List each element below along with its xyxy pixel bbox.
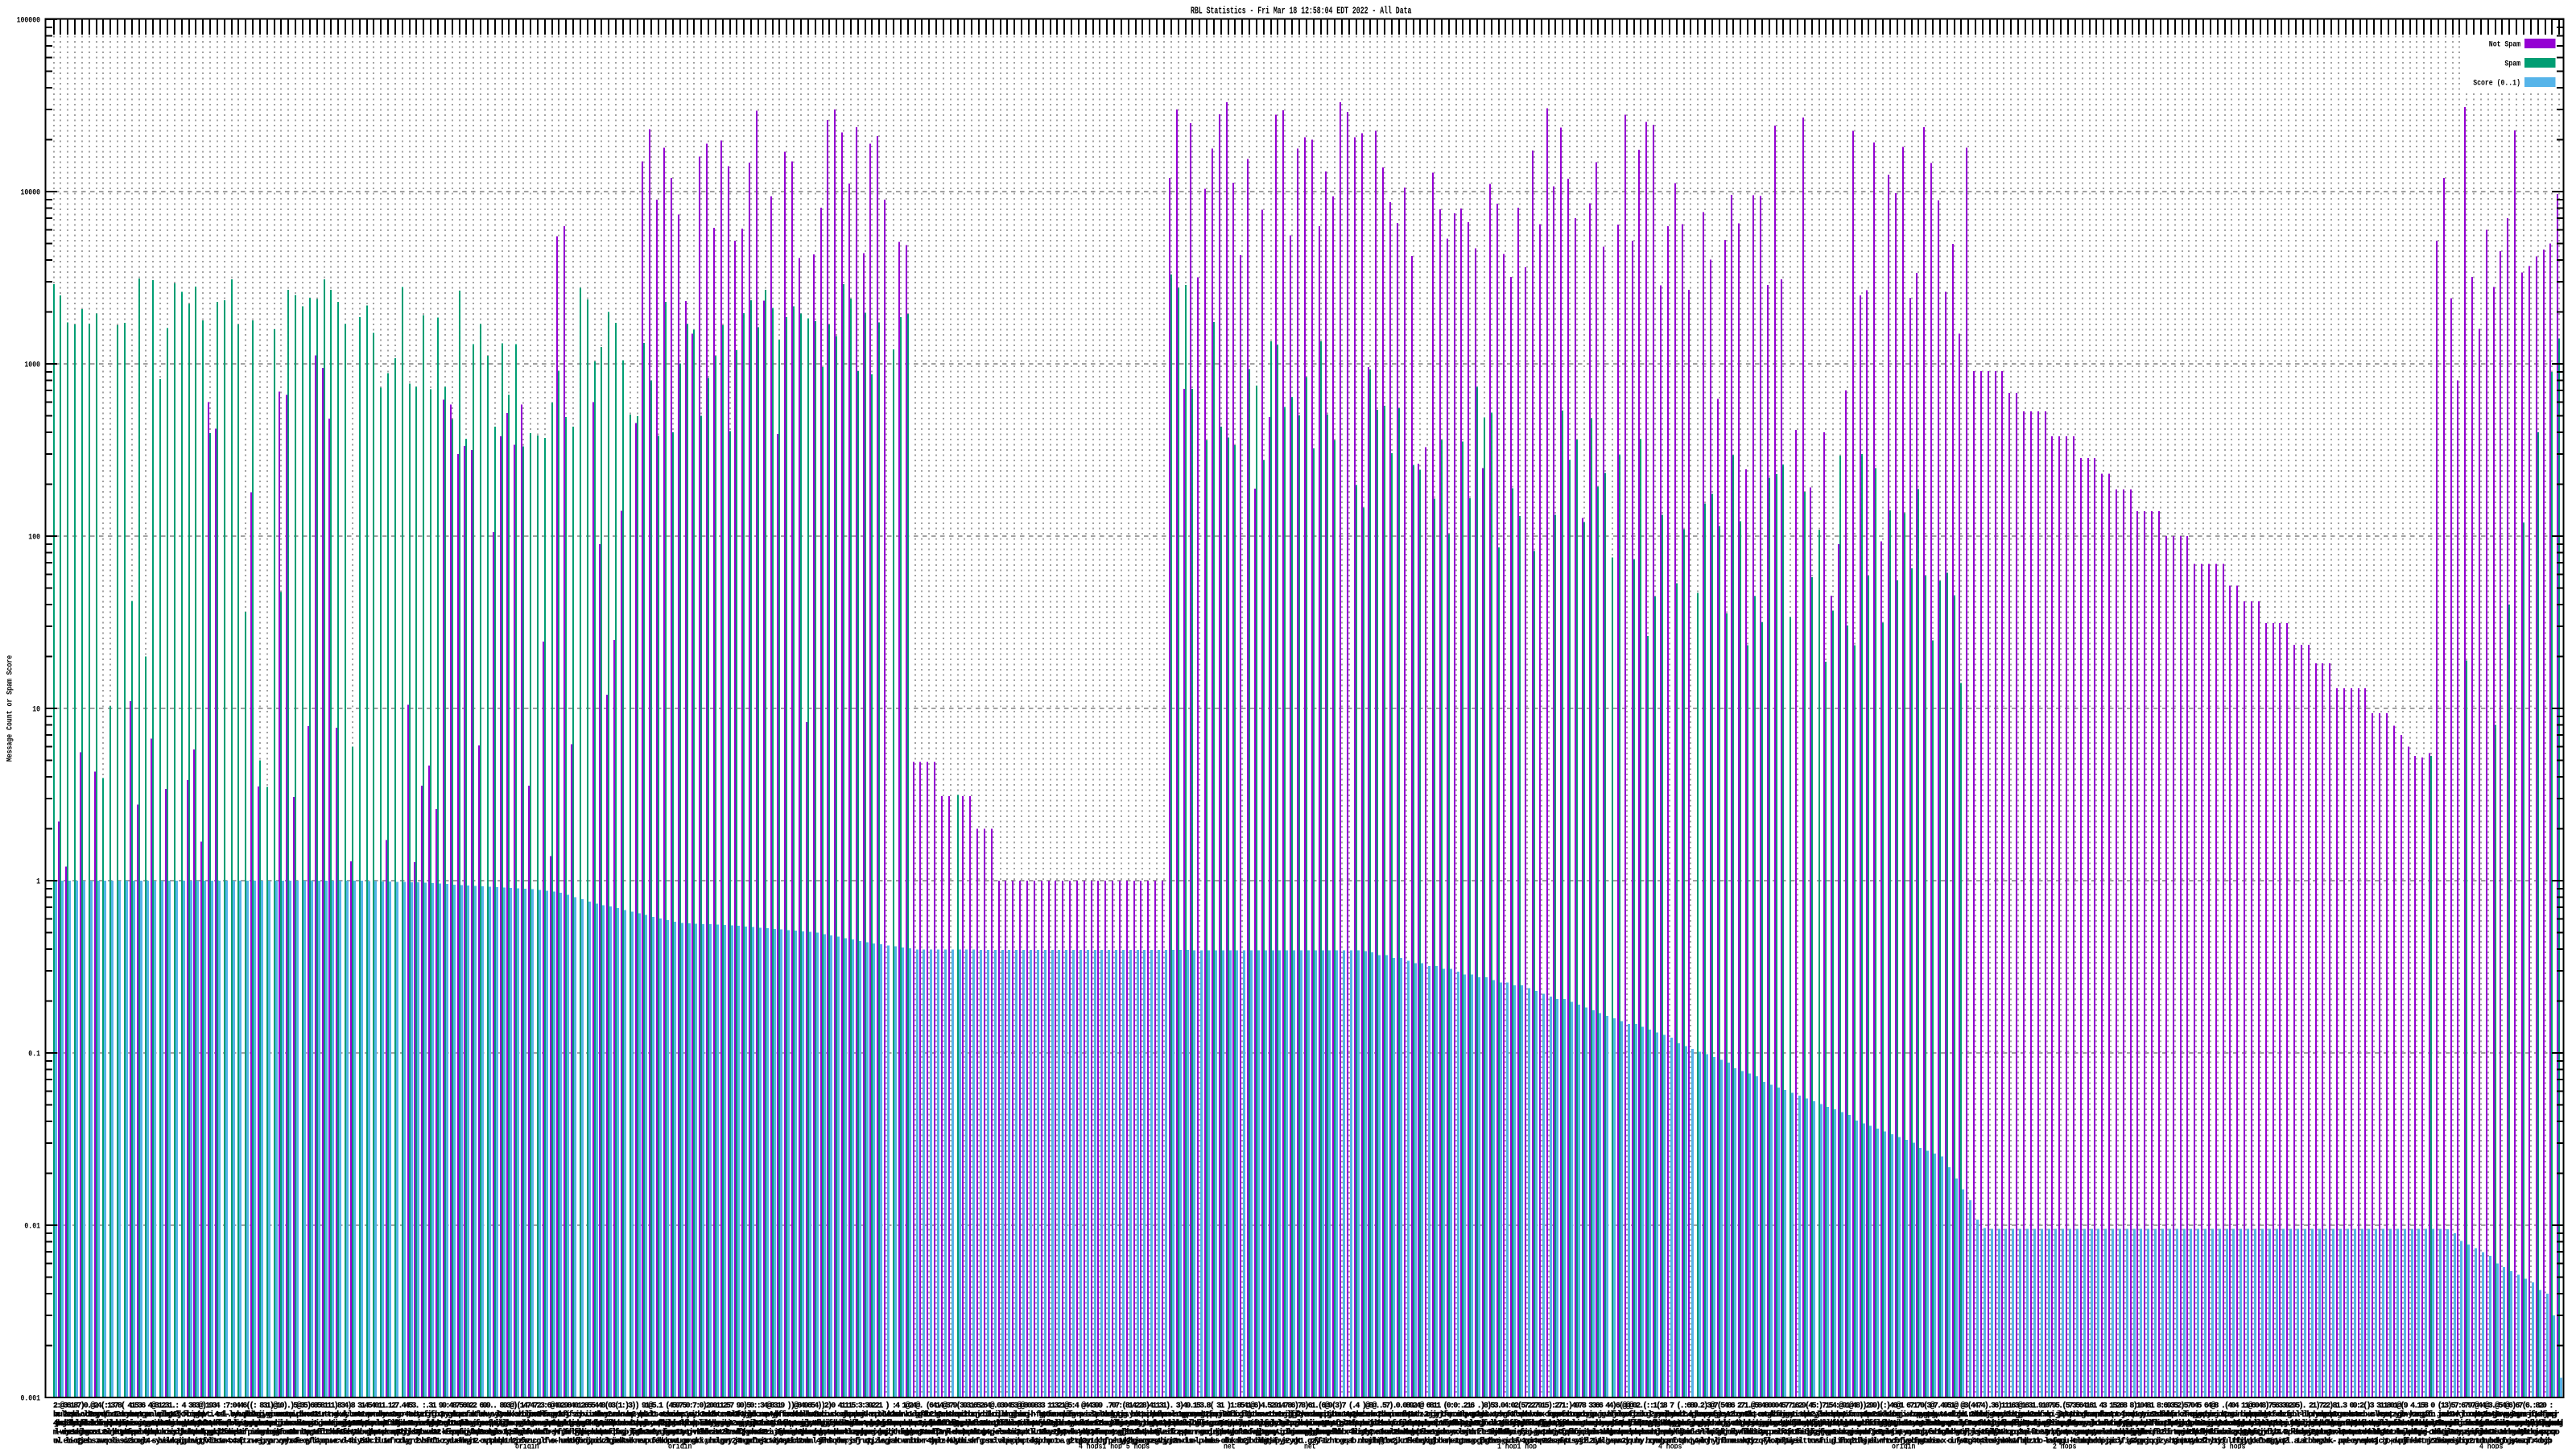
svg-text:1000: 1000 — [24, 361, 40, 370]
svg-text:1: 1 — [36, 878, 40, 887]
svg-text:origin: origin — [1771, 1437, 1794, 1447]
svg-text:origin: origin — [942, 1437, 965, 1447]
svg-text:Not Spam: Not Spam — [2489, 41, 2520, 50]
svg-text:RBL Statistics - Fri Mar 18 12: RBL Statistics - Fri Mar 18 12:58:04 EDT… — [1191, 6, 1411, 17]
svg-text:3 hops: 3 hops — [2222, 1443, 2245, 1449]
svg-text:4 hops: 4 hops — [2174, 1437, 2197, 1447]
svg-text:net: net — [1304, 1443, 1316, 1449]
svg-text:1 hop: 1 hop — [451, 1437, 471, 1447]
svg-text:100: 100 — [28, 534, 40, 543]
svg-text:1 hop: 1 hop — [1433, 1437, 1453, 1447]
svg-text:originorigin: originorigin — [998, 1437, 1046, 1447]
svg-text:2 hops: 2 hops — [2053, 1443, 2076, 1449]
svg-text:4jmpkxscdjei2.ldbhy.ilqq phklu: 4jmpkxscdjei2.ldbhy.ilqq phklukh aivbkzd… — [53, 1419, 2563, 1429]
svg-text:10000: 10000 — [21, 189, 41, 198]
svg-text:origin: origin — [2262, 1437, 2285, 1447]
svg-text:1 hop1 hop: 1 hop1 hop — [1497, 1443, 1537, 1449]
svg-text:origin: origin — [1256, 1437, 1279, 1447]
svg-text:0.01: 0.01 — [24, 1223, 40, 1232]
svg-text:ml---wrinysze1wc-kijzhngux xz: ml---wrinysze1wc-kijzhngux xz ra1. x2axl… — [53, 1428, 2560, 1438]
svg-text:1 hop: 1 hop — [2375, 1437, 2395, 1447]
svg-text:2 hops: 2 hops — [1542, 1437, 1565, 1447]
svg-text:1 hop: 1 hop — [1682, 1437, 1703, 1447]
svg-text:Message Count or Spam Score: Message Count or Spam Score — [6, 655, 15, 762]
svg-text:uwl. elmi-oq2jzesb.s zwwwq osl: uwl. elmi-oq2jzesb.s zwwwq oslia sxiz2ix… — [53, 1437, 2553, 1447]
svg-text:origin: origin — [668, 1443, 691, 1449]
svg-text:2 hops: 2 hops — [829, 1437, 852, 1447]
svg-text:origin: origin — [2093, 1437, 2116, 1447]
svg-text:origin: origin — [515, 1443, 539, 1449]
svg-text:2 hops: 2 hops — [1852, 1437, 1875, 1447]
svg-text:origin: origin — [1368, 1437, 1392, 1447]
svg-text:origin: origin — [564, 1437, 587, 1447]
svg-text:4 hops: 4 hops — [1658, 1443, 1682, 1449]
svg-text:origin: origin — [1489, 1437, 1513, 1447]
svg-text:bacu l2kzzspkilw cvldx2nemyyx-: bacu l2kzzspkilw cvldx2nemyyx-qkfia-s112… — [53, 1410, 2560, 1420]
svg-text:0.001: 0.001 — [21, 1395, 41, 1404]
svg-text:10: 10 — [32, 706, 40, 715]
svg-text:net: net — [1208, 1438, 1220, 1447]
svg-text:4 hops: 4 hops — [2479, 1443, 2503, 1449]
svg-text:Score (0..1): Score (0..1) — [2473, 79, 2520, 89]
svg-text:origin: origin — [1119, 1437, 1142, 1447]
svg-text:5 hops: 5 hops — [2431, 1437, 2454, 1447]
svg-text:4 hops1 hop 5 hops: 4 hops1 hop 5 hops — [1079, 1443, 1150, 1449]
svg-text:origin: origin — [597, 1437, 621, 1447]
svg-text:3 hops: 3 hops — [1598, 1437, 1621, 1447]
svg-text:Spam: Spam — [2504, 60, 2520, 69]
svg-text:hop: hop — [2540, 1437, 2552, 1447]
svg-text:0.1: 0.1 — [28, 1051, 40, 1059]
svg-text:1 hop: 1 hop — [2496, 1437, 2516, 1447]
svg-text:100000: 100000 — [17, 17, 40, 26]
svg-text:2:@36187)0.@24(:1378( 41536 4@: 2:@36187)0.@24(:1378( 41536 4@31231.: 4 … — [53, 1402, 2553, 1411]
svg-text:origin net: origin net — [692, 1437, 732, 1447]
svg-text:net: net — [1224, 1443, 1236, 1449]
svg-text:5 hops: 5 hops — [769, 1437, 792, 1447]
svg-text:3 hops: 3 hops — [1964, 1437, 1988, 1447]
svg-text:origin: origin — [1892, 1443, 1915, 1449]
